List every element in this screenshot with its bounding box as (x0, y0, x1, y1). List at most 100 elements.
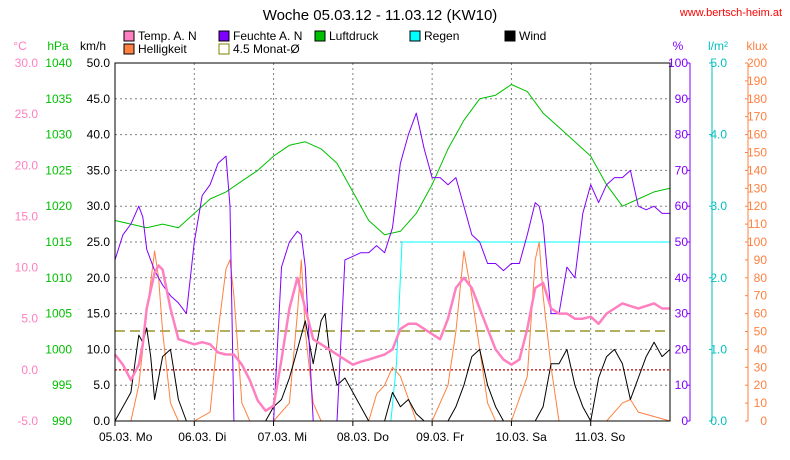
axis-tick-label-wind: 50.0 (87, 56, 111, 70)
series-line-feuchte-a-n (114, 112, 670, 422)
axis-tick-label-lux: 130 (747, 181, 767, 195)
axis-tick-label-press: 1005 (45, 307, 72, 321)
axis-tick-label-hum: 100 (668, 56, 688, 70)
axis-tick-label-lux: 60 (754, 307, 768, 321)
axis-tick-labels: -5.00.05.010.015.020.025.030.09909951000… (15, 56, 768, 428)
axis-tick-label-lux: 40 (754, 342, 768, 356)
x-tick-label: 05.03. Mo (99, 430, 153, 444)
axis-tick-label-lux: 170 (747, 110, 767, 124)
axis-tick-label-wind: 20.0 (87, 271, 111, 285)
axis-tick-label-press: 990 (52, 414, 72, 428)
axis-tick-label-lux: 0 (760, 414, 767, 428)
axis-tick-label-wind: 10.0 (87, 342, 111, 356)
x-tick-label: 11.03. So (575, 430, 626, 444)
axis-tick-label-press: 1020 (45, 199, 72, 213)
plot-frame (114, 62, 671, 422)
legend-swatch (409, 30, 421, 42)
x-tick-label: 10.03. Sa (495, 430, 547, 444)
axis-tick-label-press: 995 (52, 378, 72, 392)
legend-label: 4.5 Monat-Ø (233, 42, 300, 56)
axis-unit-wind: km/h (80, 39, 106, 53)
axis-tick-label-lux: 30 (754, 360, 768, 374)
axis-tick-label-temp: 5.0 (21, 312, 38, 326)
legend-swatch (504, 30, 516, 42)
axis-unit-press: hPa (47, 39, 69, 53)
axis-tick-label-temp: 10.0 (15, 261, 39, 275)
x-tick-label: 09.03. Fr (416, 430, 464, 444)
axis-tick-label-hum: 40 (675, 271, 689, 285)
axis-tick-label-lux: 100 (747, 235, 767, 249)
axis-tick-label-lux: 50 (754, 325, 768, 339)
axis-tick-label-hum: 50 (675, 235, 689, 249)
axis-tick-label-lux: 150 (747, 146, 767, 160)
legend-swatch (314, 30, 326, 42)
axis-tick-label-press: 1000 (45, 342, 72, 356)
axis-tick-label-lux: 80 (754, 271, 768, 285)
legend-label: Helligkeit (138, 42, 187, 56)
axis-tick-label-temp: 15.0 (15, 209, 39, 223)
legend-swatch (218, 43, 230, 55)
axis-tick-label-press: 1015 (45, 235, 72, 249)
x-tick-label: 08.03. Do (337, 430, 389, 444)
axis-tick-label-temp: -5.0 (17, 414, 38, 428)
axis-tick-label-hum: 20 (675, 342, 689, 356)
axis-tick-label-wind: 35.0 (87, 163, 111, 177)
x-axis-ticks: 05.03. Mo 06.03. Di 07.03. Mi 08.03. Do 09.0… (99, 421, 626, 444)
axis-tick-label-lux: 190 (747, 74, 767, 88)
axis-tick-label-hum: 60 (675, 199, 689, 213)
axis-tick-label-lux: 180 (747, 92, 767, 106)
legend-swatch (218, 30, 230, 42)
reference-lines (115, 330, 670, 371)
axis-tick-label-lux: 20 (754, 378, 768, 392)
legend-swatch (123, 43, 135, 55)
axis-unit-hum: % (673, 39, 684, 53)
x-tick-label: 07.03. Mi (258, 430, 307, 444)
chart-title: Woche 05.03.12 - 11.03.12 (KW10) (263, 7, 498, 24)
axis-tick-label-lux: 10 (754, 396, 768, 410)
axis-tick-label-wind: 15.0 (87, 307, 111, 321)
axis-tick-label-press: 1025 (45, 163, 72, 177)
axis-tick-label-hum: 80 (675, 128, 689, 142)
axis-tick-label-press: 1040 (45, 56, 72, 70)
axis-tick-label-hum: 30 (675, 307, 689, 321)
axis-unit-temp: °C (13, 39, 27, 53)
axis-tick-label-temp: 20.0 (15, 158, 39, 172)
x-tick-label: 06.03. Di (178, 430, 226, 444)
axis-tick-label-lux: 120 (747, 199, 767, 213)
axis-tick-label-lux: 110 (748, 217, 767, 231)
axis-tick-label-rain: 4.0 (710, 128, 727, 142)
axis-tick-label-rain: 0.0 (710, 414, 727, 428)
axis-unit-rain: l/m² (708, 39, 728, 53)
axis-tick-label-wind: 45.0 (87, 92, 111, 106)
axis-tick-label-wind: 0.0 (93, 414, 110, 428)
legend-swatch (123, 30, 135, 42)
axis-tick-label-wind: 5.0 (93, 378, 110, 392)
source-link[interactable]: www.bertsch-heim.at (679, 7, 782, 19)
axis-tick-label-temp: 25.0 (15, 107, 39, 121)
axis-tick-label-wind: 40.0 (87, 128, 111, 142)
axis-tick-label-press: 1035 (45, 92, 72, 106)
axis-tick-label-lux: 70 (754, 289, 768, 303)
axis-tick-label-rain: 5.0 (710, 56, 727, 70)
axis-tick-label-rain: 1.0 (710, 342, 727, 356)
axis-tick-label-press: 1010 (45, 271, 72, 285)
axis-tick-label-press: 1030 (45, 128, 72, 142)
legend-label: Regen (424, 29, 459, 43)
legend-label: Luftdruck (329, 29, 379, 43)
series-line-temp-a-n (114, 264, 670, 413)
axis-tick-label-hum: 70 (675, 163, 689, 177)
axis-tick-label-rain: 2.0 (710, 271, 727, 285)
axis-tick-label-hum: 10 (675, 378, 689, 392)
axis-tick-label-lux: 200 (747, 56, 767, 70)
axis-tick-label-wind: 30.0 (87, 199, 111, 213)
axis-unit-lux: klux (746, 39, 767, 53)
axis-tick-label-temp: 30.0 (15, 56, 39, 70)
axis-tick-label-lux: 160 (747, 128, 767, 142)
series-line-luftdruck (114, 84, 671, 236)
axis-tick-label-hum: 0 (681, 414, 688, 428)
axis-tick-label-wind: 25.0 (87, 235, 111, 249)
axis-tick-label-temp: 0.0 (21, 363, 38, 377)
axis-tick-label-lux: 90 (754, 253, 768, 267)
